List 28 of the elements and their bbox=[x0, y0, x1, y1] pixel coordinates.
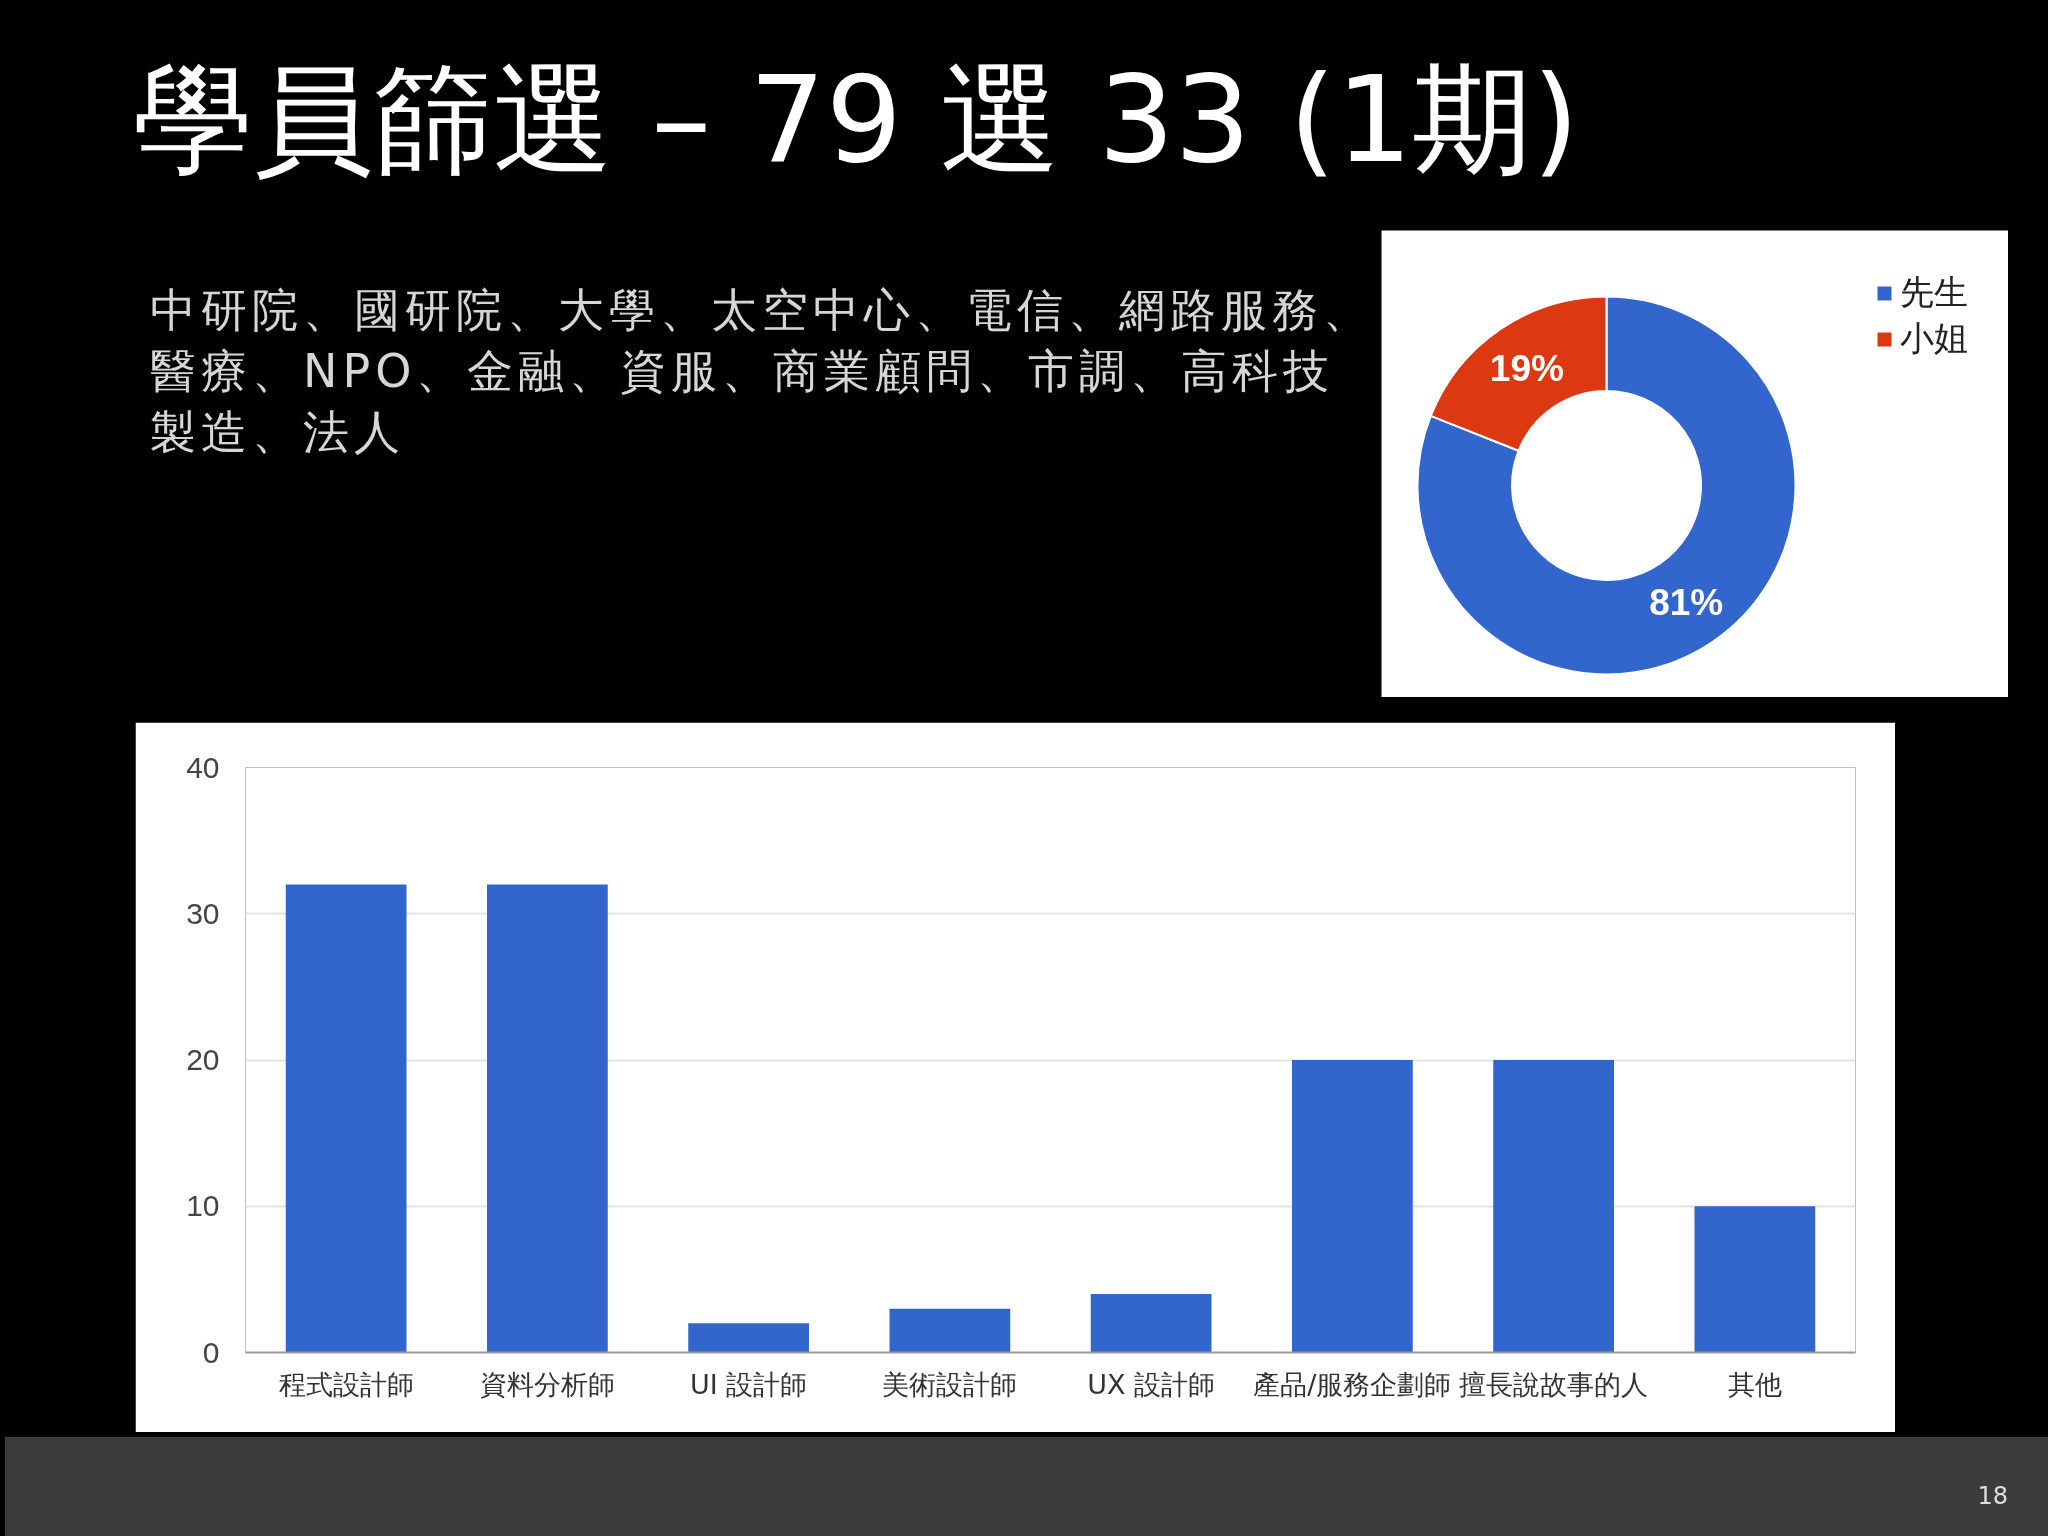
legend-label: 先生 bbox=[1900, 271, 1968, 314]
bar bbox=[285, 884, 407, 1353]
x-tick-label: UX 設計師 bbox=[1087, 1368, 1216, 1400]
y-tick-label: 40 bbox=[186, 750, 220, 784]
x-tick-label: 資料分析師 bbox=[479, 1368, 615, 1400]
x-tick-label: UI 設計師 bbox=[689, 1368, 808, 1400]
bar bbox=[688, 1323, 809, 1353]
x-tick-label: 擅長說故事的人 bbox=[1459, 1368, 1649, 1400]
y-tick-label: 20 bbox=[186, 1043, 220, 1076]
x-tick-label: 其他 bbox=[1727, 1368, 1782, 1400]
y-tick-label: 30 bbox=[186, 896, 220, 930]
data-label: 81% bbox=[1649, 582, 1724, 624]
x-tick-label: 產品/服務企劃師 bbox=[1253, 1368, 1452, 1400]
chart-title: 學員篩選 – 79 選 33 (1期) bbox=[132, 49, 1581, 191]
bar bbox=[889, 1308, 1011, 1353]
bar bbox=[1090, 1294, 1212, 1353]
text: 中研院、國研院、大學、太空中心、電信、網路服務、醫療、NPO、金融、資服、商業顧問、市調、高科技製造、法人 bbox=[149, 282, 1375, 461]
bar bbox=[1493, 1060, 1614, 1353]
bar bbox=[1694, 1206, 1816, 1353]
bar bbox=[487, 884, 608, 1353]
bar bbox=[1292, 1060, 1413, 1353]
x-tick-label: 程式設計師 bbox=[278, 1368, 414, 1400]
legend-label: 小姐 bbox=[1900, 317, 1968, 360]
data-label: 19% bbox=[1489, 347, 1564, 389]
y-tick-label: 0 bbox=[202, 1335, 220, 1369]
y-tick-label: 10 bbox=[186, 1189, 220, 1223]
text: 18 bbox=[5, 1437, 2048, 1536]
x-tick-label: 美術設計師 bbox=[882, 1368, 1018, 1400]
